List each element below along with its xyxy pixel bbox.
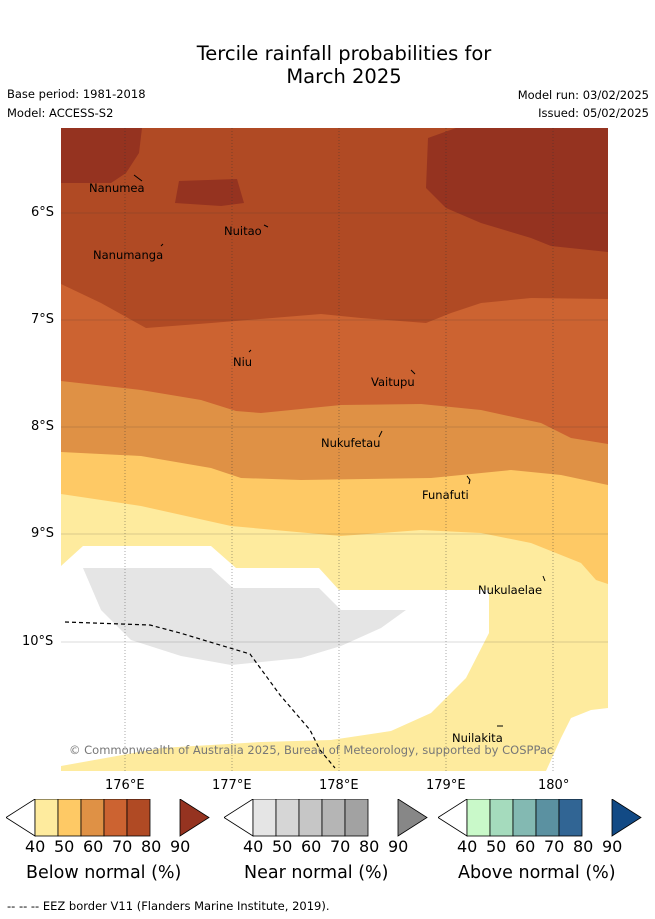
colorbar-tick: 70 [544, 837, 565, 856]
lat-label: 9°S [31, 526, 55, 541]
colorbar-tick: 60 [515, 837, 536, 856]
colorbar-tick: 80 [141, 837, 162, 856]
island-label: Niu [233, 355, 253, 369]
colorbar-high-extend [179, 799, 210, 837]
region-below-90 [175, 179, 244, 206]
island-label: Nuitao [224, 224, 262, 238]
colorbar-segment [103, 799, 128, 837]
colorbar-low-extend [6, 799, 36, 837]
probability-map [61, 128, 608, 771]
colorbar-tick: 80 [359, 837, 380, 856]
lat-label: 7°S [31, 312, 55, 327]
colorbar [224, 799, 428, 837]
colorbar-segment [321, 799, 346, 837]
island-marks [133, 174, 546, 727]
island-label: Vaitupu [371, 375, 415, 389]
lon-label: 176°E [105, 778, 145, 793]
figure-title: Tercile rainfall probabilities for March … [0, 42, 655, 88]
colorbar-segment [80, 799, 105, 837]
colorbar-high-extend [611, 799, 642, 837]
colorbar-tick: 40 [25, 837, 46, 856]
colorbar-legend: 40 50 60 70 80 90 Above normal (%) [438, 799, 648, 889]
colorbar-tick: 90 [388, 837, 409, 856]
colorbar-title: Below normal (%) [26, 863, 182, 883]
colorbar-low-extend [438, 799, 468, 837]
colorbar-high-extend [397, 799, 428, 837]
island-label: Nanumea [89, 181, 145, 195]
eez-footnote: -- -- -- EEZ border V11 (Flanders Marine… [7, 899, 330, 913]
colorbar-segment [489, 799, 514, 837]
colorbar-title: Above normal (%) [458, 863, 616, 883]
island-label: Nukulaelae [478, 583, 543, 597]
colorbar-segment [535, 799, 560, 837]
colorbar-tick: 40 [457, 837, 478, 856]
colorbar-tick: 90 [602, 837, 623, 856]
title-line-2: March 2025 [286, 65, 402, 88]
colorbar-segment [57, 799, 82, 837]
colorbar-low-extend [224, 799, 254, 837]
region-near-40 [83, 568, 406, 665]
lat-label: 8°S [31, 419, 55, 434]
colorbar-segment [34, 799, 59, 837]
colorbar-legend: 40 50 60 70 80 90 Below normal (%) [6, 799, 216, 889]
colorbar-tick: 50 [54, 837, 75, 856]
island-label: Nukufetau [321, 436, 381, 450]
region-below-90 [426, 128, 608, 252]
lon-label: 178°E [319, 778, 359, 793]
colorbar-segment [466, 799, 491, 837]
colorbar-tick: 70 [112, 837, 133, 856]
colorbar-tick: 50 [486, 837, 507, 856]
colorbar-tick: 80 [573, 837, 594, 856]
model-name: Model: ACCESS-S2 [7, 106, 114, 120]
island-label: Nanumanga [93, 248, 164, 262]
colorbar-tick: 50 [272, 837, 293, 856]
colorbar-segment [298, 799, 323, 837]
lat-label: 10°S [22, 634, 54, 649]
issued-date: Issued: 05/02/2025 [538, 106, 649, 120]
colorbar-segment [126, 799, 151, 837]
region-no-dominant [546, 708, 608, 771]
colorbar-segment [252, 799, 277, 837]
colorbar-title: Near normal (%) [244, 863, 389, 883]
colorbar-tick: 40 [243, 837, 264, 856]
lon-label: 179°E [426, 778, 466, 793]
model-run: Model run: 03/02/2025 [517, 88, 649, 102]
colorbar-segment [344, 799, 369, 837]
lat-label: 6°S [31, 205, 55, 220]
region-below-90 [61, 128, 142, 183]
eez-border [64, 621, 336, 769]
lon-label: 177°E [212, 778, 252, 793]
colorbar-legend: 40 50 60 70 80 90 Near normal (%) [224, 799, 434, 889]
colorbar-segment [558, 799, 583, 837]
colorbar-segment [275, 799, 300, 837]
colorbar [6, 799, 210, 837]
base-period: Base period: 1981-2018 [7, 87, 146, 101]
title-line-1: Tercile rainfall probabilities for [196, 42, 492, 65]
colorbar [438, 799, 642, 837]
colorbar-tick: 60 [83, 837, 104, 856]
island-label: Nuilakita [452, 731, 503, 745]
colorbar-tick: 90 [170, 837, 191, 856]
gridlines [61, 128, 608, 771]
colorbar-tick: 70 [330, 837, 351, 856]
island-label: Funafuti [422, 488, 469, 502]
copyright-credit: © Commonwealth of Australia 2025, Bureau… [69, 743, 554, 757]
colorbar-tick: 60 [301, 837, 322, 856]
colorbar-segment [512, 799, 537, 837]
lon-label: 180° [538, 778, 570, 793]
